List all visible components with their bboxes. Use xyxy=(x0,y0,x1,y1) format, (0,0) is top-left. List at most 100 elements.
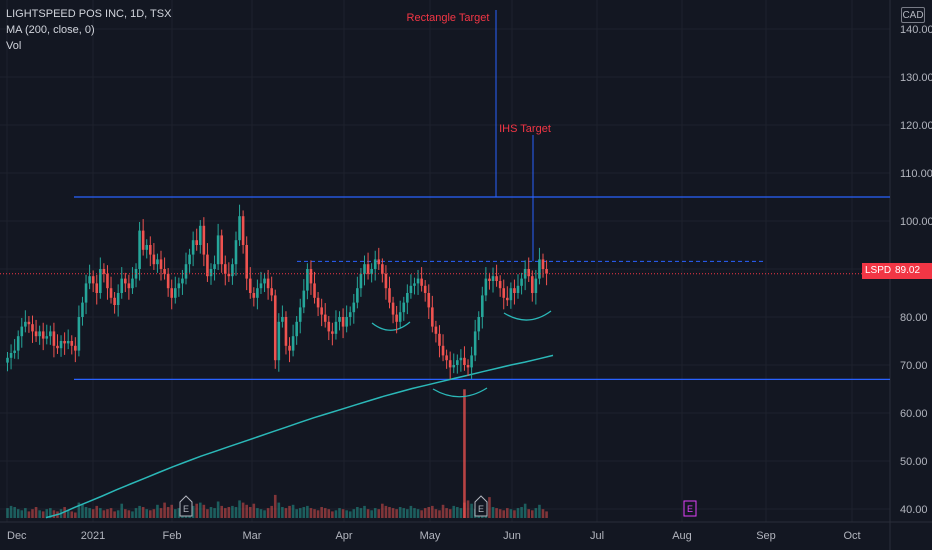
volume-bar xyxy=(156,504,159,518)
candle-body xyxy=(66,341,70,344)
volume-bar xyxy=(470,503,473,518)
volume-bar xyxy=(227,507,231,518)
volume-bar xyxy=(427,507,431,518)
volume-bar xyxy=(448,509,452,518)
volume-bar xyxy=(91,509,95,518)
price-axis: 40.0050.0060.0070.0080.0090.00100.00110.… xyxy=(900,24,932,516)
volume-bar xyxy=(77,502,81,518)
candle-body xyxy=(481,295,484,317)
volume-bar xyxy=(538,504,541,518)
volume-bar xyxy=(245,504,248,518)
candle-body xyxy=(352,302,356,313)
volume-bar xyxy=(231,505,234,518)
volume-bar xyxy=(413,508,416,518)
volume-bar xyxy=(281,507,284,518)
candle-body xyxy=(527,269,531,277)
candle-body xyxy=(231,264,234,277)
candle-body xyxy=(488,278,491,281)
volume-bar xyxy=(459,508,463,518)
candle-body xyxy=(456,360,459,365)
candle-body xyxy=(545,269,548,274)
volume-bar xyxy=(127,510,131,518)
volume-bar xyxy=(113,511,116,518)
candle-body xyxy=(24,321,27,327)
volume-bar xyxy=(395,509,398,518)
candle-body xyxy=(413,283,416,286)
candle-body xyxy=(359,273,363,289)
candle-body xyxy=(459,357,463,361)
volume-bar xyxy=(195,503,199,518)
volume-bar xyxy=(466,500,470,518)
volume-bar xyxy=(152,509,156,518)
candle-body xyxy=(509,288,513,301)
volume-bar xyxy=(391,508,395,518)
ihs-target-label: IHS Target xyxy=(499,123,551,135)
time-axis-tick-label: Feb xyxy=(163,530,182,542)
volume-bar xyxy=(491,507,495,518)
volume-bar xyxy=(348,511,352,518)
candle-body xyxy=(45,336,49,339)
price-axis-tick-label: 80.00 xyxy=(900,312,928,324)
volume-bar xyxy=(516,508,520,518)
earnings-marker: E xyxy=(179,495,193,517)
candle-body xyxy=(84,283,88,303)
candle-body xyxy=(277,321,281,361)
grid-lines xyxy=(0,0,890,522)
volume-bar xyxy=(109,508,113,518)
candle-body xyxy=(406,293,409,303)
volume-bar xyxy=(220,505,223,518)
candle-body xyxy=(252,293,256,298)
volume-indicator-label[interactable]: Vol xyxy=(6,40,22,52)
volume-bars xyxy=(6,389,548,518)
candle-body xyxy=(295,321,298,337)
volume-bar-spike xyxy=(463,389,466,518)
volume-bar xyxy=(16,509,20,518)
volume-bar xyxy=(530,510,534,518)
volume-bar xyxy=(334,510,338,518)
ma-indicator-label[interactable]: MA (200, close, 0) xyxy=(6,24,95,36)
candle-body xyxy=(213,264,216,269)
volume-bar xyxy=(116,510,120,518)
volume-bar xyxy=(234,507,238,518)
volume-bar xyxy=(81,504,84,518)
candle-body xyxy=(209,269,213,277)
candle-body xyxy=(131,278,134,289)
left-shoulder-arc xyxy=(371,321,411,331)
candle-body xyxy=(113,297,116,305)
candle-body xyxy=(181,278,184,284)
volume-bar xyxy=(352,509,356,518)
volume-bar xyxy=(31,509,34,518)
candle-body xyxy=(88,276,91,284)
candle-body xyxy=(56,345,59,349)
symbol-title[interactable]: LIGHTSPEED POS INC, 1D, TSX xyxy=(6,8,172,20)
volume-bar xyxy=(66,510,70,518)
volume-bar xyxy=(377,509,381,518)
candle-body xyxy=(106,273,109,289)
candle-body xyxy=(173,288,177,298)
price-axis-tick-label: 130.00 xyxy=(900,72,932,84)
candle-body xyxy=(74,345,77,351)
candle-body xyxy=(49,331,52,337)
candle-body xyxy=(202,225,206,255)
candle-body xyxy=(234,240,238,265)
volume-bar xyxy=(416,509,420,518)
volume-bar xyxy=(298,508,302,518)
volume-bar xyxy=(173,509,177,518)
currency-badge[interactable]: CAD xyxy=(901,7,925,23)
volume-bar xyxy=(534,508,538,518)
candle-body xyxy=(102,269,106,274)
volume-bar xyxy=(345,510,348,518)
candle-body xyxy=(245,245,248,279)
volume-bar xyxy=(6,508,9,518)
candle-body xyxy=(170,288,174,298)
candle-body xyxy=(506,297,509,301)
candle-body xyxy=(34,331,38,337)
candle-body xyxy=(306,269,309,291)
earnings-marker: E xyxy=(474,495,488,517)
candle-body xyxy=(20,326,24,337)
volume-bar xyxy=(45,509,49,518)
volume-bar xyxy=(381,503,384,518)
volume-bar xyxy=(34,507,38,518)
time-axis-tick-label: Dec xyxy=(7,530,27,542)
